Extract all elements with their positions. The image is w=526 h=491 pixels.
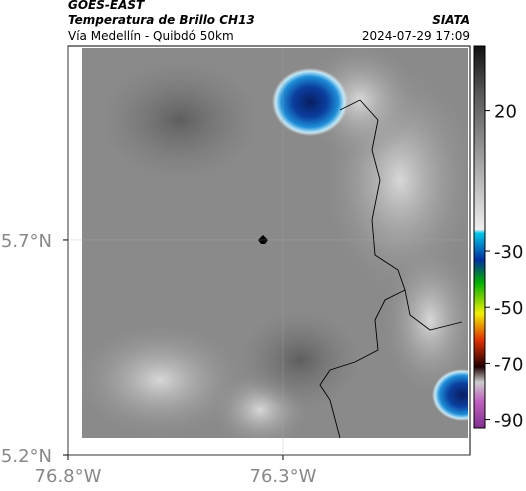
y-tick-label: 5.7°N <box>1 231 52 252</box>
title: Temperatura de Brillo CH13 <box>68 13 255 27</box>
brand: SIATA <box>432 13 470 27</box>
subtitle: Vía Medellín - Quibdó 50km <box>68 29 234 43</box>
timestamp: 2024-07-29 17:09 <box>362 29 470 43</box>
y-tick-label: 5.2°N <box>1 446 52 467</box>
colorbar-tick-label: 20 <box>494 102 517 123</box>
colorbar <box>473 45 486 429</box>
x-tick-label: 76.8°W <box>35 466 102 487</box>
colorbar-tick-label: -90 <box>494 411 523 432</box>
colorbar-tick-label: -50 <box>494 298 523 319</box>
colorbar-tick-label: -70 <box>494 354 523 375</box>
colorbar-tick-label: -30 <box>494 242 523 263</box>
location-marker <box>258 235 268 244</box>
source: GOES-EAST <box>68 0 145 12</box>
satellite-image <box>82 48 468 438</box>
x-tick-label: 76.3°W <box>250 466 317 487</box>
